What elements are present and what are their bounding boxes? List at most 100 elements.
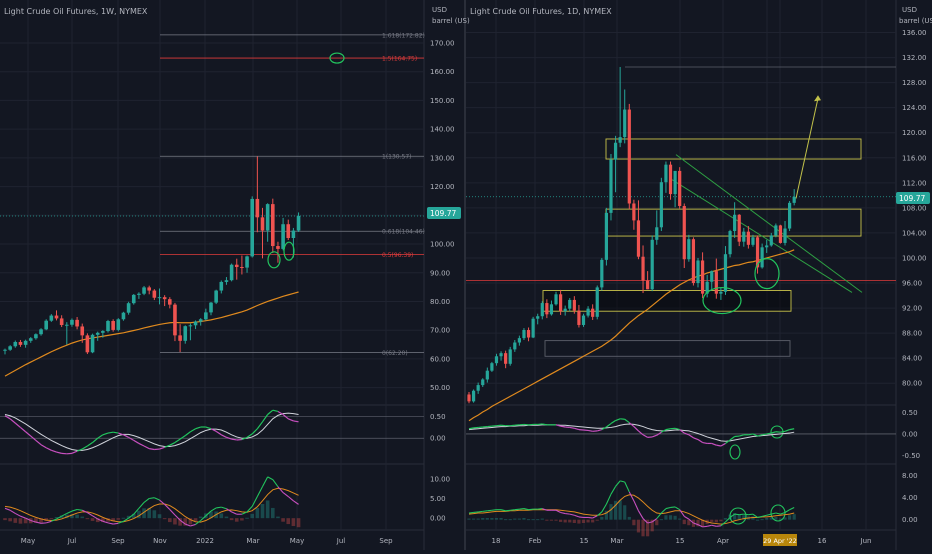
osc-tick-label: 4.00 — [902, 494, 918, 502]
candle-body — [137, 294, 141, 295]
price-tick-label: 128.00 — [902, 79, 927, 87]
histogram-bar — [559, 520, 562, 522]
osc-fast-segment — [703, 443, 708, 444]
histogram-bar — [724, 518, 727, 520]
osc-fast-segment — [113, 432, 118, 433]
candle-body — [733, 215, 736, 231]
osc2-line-segment — [506, 510, 511, 511]
price-tick-label: 170.00 — [430, 39, 455, 47]
candle-body — [554, 294, 557, 304]
candle-body — [142, 287, 146, 293]
osc2-line-segment — [588, 517, 593, 518]
osc-fast-segment — [767, 433, 772, 434]
osc2-line-segment — [474, 512, 479, 513]
histogram-bar — [199, 517, 203, 519]
osc-tick-label: 0.00 — [430, 515, 446, 523]
candle-body — [591, 309, 594, 317]
candle-body — [168, 299, 172, 304]
candle-body — [8, 346, 12, 349]
histogram-bar — [230, 518, 234, 520]
candle-body — [783, 229, 786, 243]
candle-body — [728, 231, 731, 254]
weekly-chart-title: Light Crude Oil Futures, 1W, NYMEX — [4, 7, 148, 16]
candle-body — [600, 260, 603, 288]
histogram-bar — [116, 518, 120, 520]
time-tick-label: 15 — [580, 537, 589, 545]
candle-body — [747, 232, 750, 245]
candle-body — [281, 224, 285, 249]
candle-body — [522, 330, 525, 338]
histogram-bar — [261, 504, 265, 518]
candle-body — [719, 292, 722, 294]
candle-body — [495, 356, 498, 363]
candle-body — [261, 217, 265, 230]
candle-body — [504, 353, 507, 364]
histogram-bar — [719, 520, 722, 522]
fib-level-label: 0(62.20) — [382, 350, 408, 357]
osc2-line-segment — [487, 510, 492, 511]
osc-fast-segment — [790, 429, 795, 430]
histogram-bar — [582, 520, 585, 523]
histogram-bar — [292, 518, 296, 526]
histogram-bar — [276, 517, 280, 519]
osc-tick-label: 5.00 — [430, 495, 446, 503]
candle-body — [39, 329, 43, 334]
osc-tick-label: 0.00 — [902, 516, 918, 524]
histogram-bar — [600, 517, 603, 520]
histogram-bar — [669, 515, 672, 519]
daily-price-tag: 109.77 — [899, 194, 925, 203]
histogram-bar — [609, 504, 612, 520]
candle-body — [122, 313, 126, 320]
osc2-line-segment — [510, 510, 515, 511]
histogram-bar — [632, 520, 635, 526]
price-tick-label: 60.00 — [430, 355, 450, 363]
candle-body — [132, 295, 136, 303]
time-tick-label: Apr — [717, 537, 729, 545]
histogram-bar — [779, 519, 782, 520]
price-tick-label: 130.00 — [430, 154, 455, 162]
osc-fast-segment — [469, 428, 474, 429]
osc-fast-segment — [293, 421, 298, 422]
time-tick-label: Sep — [379, 537, 393, 545]
candle-body — [19, 342, 23, 345]
histogram-bar — [477, 519, 480, 520]
histogram-bar — [281, 518, 285, 522]
candle-body — [481, 379, 484, 385]
candle-body — [101, 331, 105, 333]
histogram-bar — [596, 520, 599, 521]
histogram-bar — [619, 500, 622, 519]
candle-body — [24, 341, 28, 345]
histogram-bar — [481, 518, 484, 520]
price-tick-label: 100.00 — [430, 241, 455, 249]
candle-body — [70, 320, 74, 325]
candle-body — [199, 319, 203, 321]
osc2-line-segment — [671, 507, 676, 508]
time-tick-label: Nov — [153, 537, 167, 545]
osc2-line-segment — [748, 514, 753, 515]
daily-chart-title: Light Crude Oil Futures, 1D, NYMEX — [470, 7, 612, 16]
candle-body — [472, 391, 475, 402]
osc2-line-segment — [716, 526, 721, 527]
candle-body — [564, 309, 567, 312]
candle-body — [696, 260, 699, 283]
histogram-bar — [486, 518, 489, 520]
histogram-bar — [122, 518, 126, 519]
histogram-bar — [194, 518, 198, 521]
candle-body — [127, 303, 131, 312]
candle-body — [29, 338, 33, 341]
osc-fast-segment — [716, 445, 721, 446]
histogram-bar — [554, 520, 557, 521]
price-tick-label: 120.00 — [430, 183, 455, 191]
candle-body — [286, 224, 290, 238]
time-tick-label: Feb — [529, 537, 542, 545]
price-tick-label: 84.00 — [902, 355, 922, 363]
histogram-bar — [513, 519, 516, 520]
osc-tick-label: 8.00 — [902, 472, 918, 480]
candle-body — [710, 271, 713, 282]
candle-body — [60, 318, 64, 325]
time-tick-label: Mar — [246, 537, 259, 545]
histogram-bar — [256, 508, 260, 518]
candle-body — [194, 322, 198, 326]
